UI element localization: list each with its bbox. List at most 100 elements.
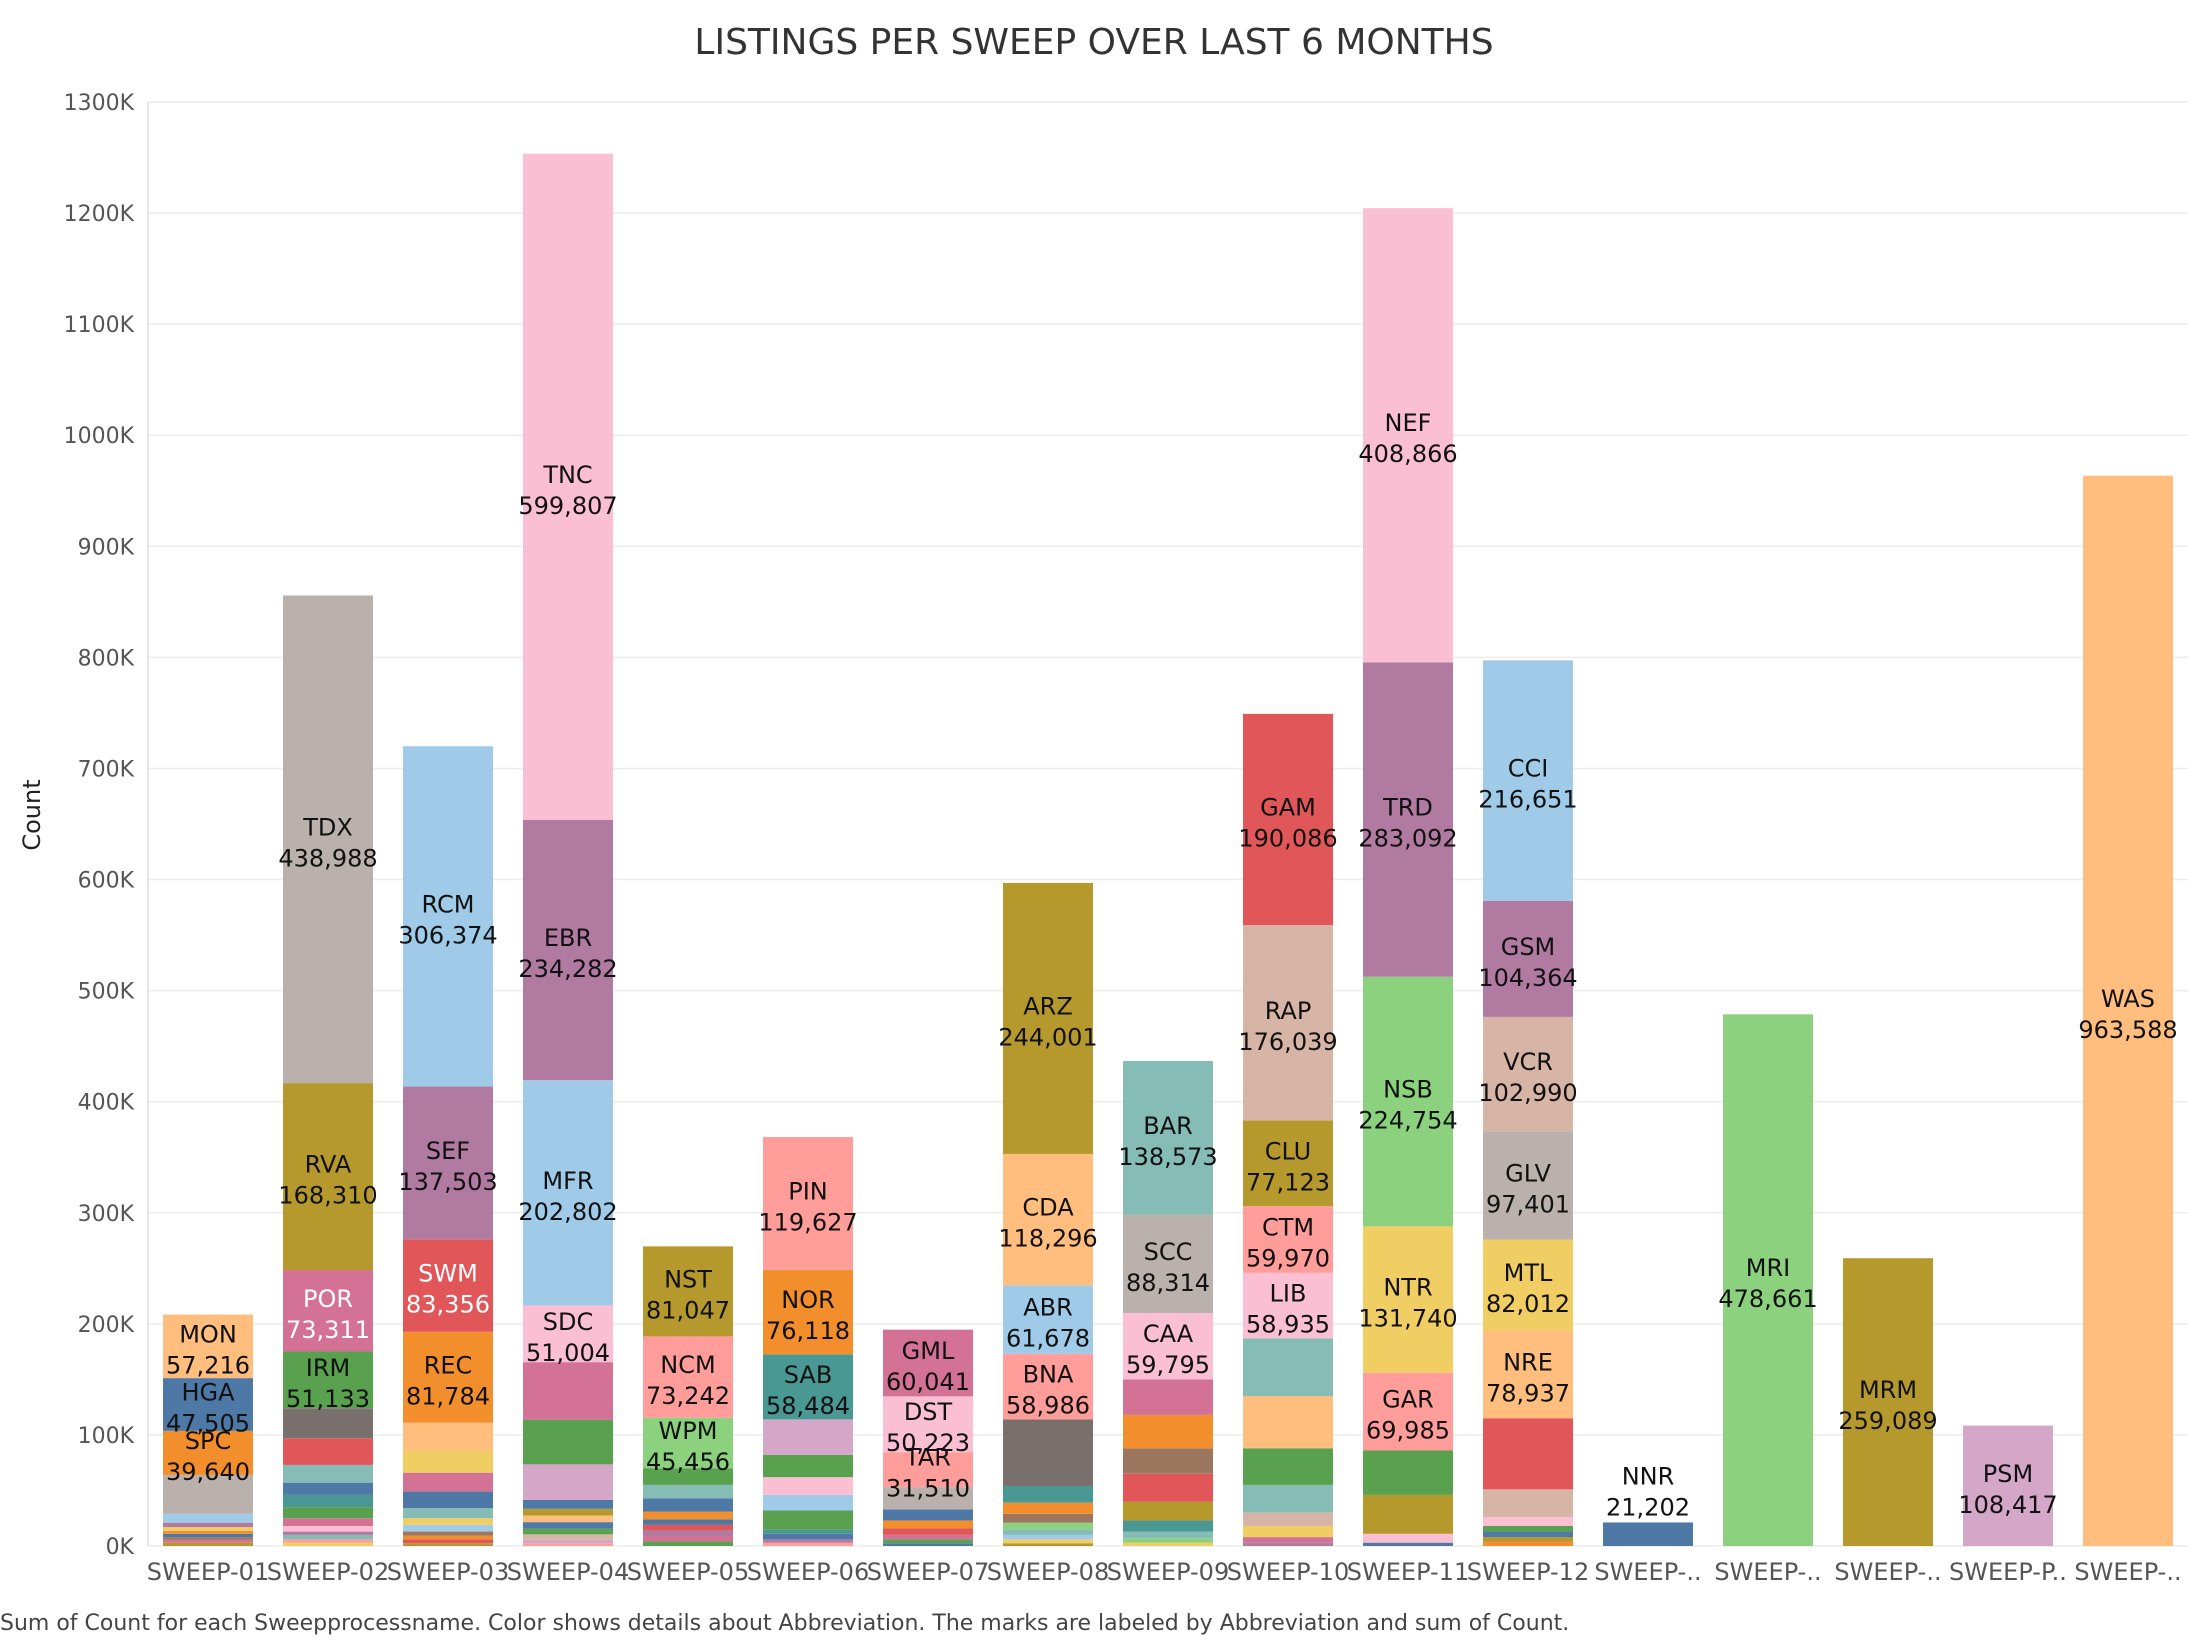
segment-abbr-label: ABR: [1023, 1294, 1073, 1322]
bar-segment: [1003, 1534, 1093, 1540]
segment-abbr-label: NEF: [1385, 409, 1432, 437]
y-tick-label: 1300K: [64, 91, 135, 116]
segment-abbr-label: TDX: [302, 813, 353, 841]
x-tick-label: SWEEP-..: [1594, 1558, 1701, 1586]
bar-segment: [163, 1533, 253, 1538]
bar-segment: [403, 1531, 493, 1536]
segment-value-label: 118,296: [998, 1225, 1097, 1253]
bar-segment: [523, 1508, 613, 1516]
segment-abbr-label: PIN: [788, 1177, 828, 1205]
segment-value-label: 73,311: [286, 1316, 370, 1344]
segment-value-label: 963,588: [2078, 1016, 2177, 1044]
segment-value-label: 82,012: [1486, 1290, 1570, 1318]
bar-segment: [1483, 1418, 1573, 1490]
bar-segment: [763, 1136, 853, 1270]
segment-abbr-label: MRI: [1746, 1254, 1790, 1282]
segment-abbr-label: DST: [904, 1398, 953, 1426]
segment-value-label: 119,627: [758, 1208, 857, 1236]
bar-segment: [1363, 662, 1453, 977]
bar-segment: [643, 1541, 733, 1546]
bar-segment: [883, 1539, 973, 1544]
segment-value-label: 77,123: [1246, 1168, 1330, 1196]
bar-segment: [883, 1396, 973, 1453]
bar-segment: [2083, 475, 2173, 1547]
segment-value-label: 47,505: [166, 1409, 250, 1437]
bar-stack: [2083, 475, 2173, 1547]
bar-segment: [283, 1526, 373, 1532]
y-tick-label: 1100K: [64, 313, 135, 338]
segment-abbr-label: RCM: [422, 890, 475, 918]
bar-segment: [763, 1529, 853, 1534]
bar-segment: [1363, 976, 1453, 1227]
segment-abbr-label: NCM: [660, 1351, 715, 1379]
bar-segment: [163, 1537, 253, 1540]
bar-segment: [763, 1542, 853, 1546]
x-axis-ticks: SWEEP-01SWEEP-02SWEEP-03SWEEP-04SWEEP-05…: [147, 1558, 2182, 1586]
bar-segment: [1123, 1473, 1213, 1502]
x-tick-label: SWEEP-09: [1107, 1558, 1229, 1586]
x-tick-label: SWEEP-..: [2074, 1558, 2181, 1586]
segment-value-label: 108,417: [1958, 1491, 2057, 1519]
bar-segment: [1603, 1522, 1693, 1546]
bar-segment: [1483, 1531, 1573, 1538]
segment-value-label: 438,988: [278, 844, 377, 872]
segment-abbr-label: POR: [303, 1285, 353, 1313]
bar-segment: [1963, 1425, 2053, 1546]
segment-value-label: 58,484: [766, 1392, 850, 1420]
bar-segment: [763, 1419, 853, 1455]
bar-segment: [523, 1464, 613, 1500]
segment-labels: SPC 39,640 HGA 47,505 MON 57,216 IRM 51,133 POR 7…: [166, 409, 2178, 1521]
segment-abbr-label: SPC: [185, 1427, 231, 1455]
bar-segment: [643, 1536, 733, 1542]
bar-segment: [1243, 713, 1333, 926]
bar-segment: [1123, 1414, 1213, 1449]
bar-segment: [283, 1464, 373, 1483]
bar-segment: [403, 1524, 493, 1532]
bar-segment: [1123, 1501, 1213, 1521]
bar-segment: [283, 1539, 373, 1543]
y-tick-label: 600K: [78, 869, 135, 894]
y-tick-label: 300K: [78, 1202, 135, 1227]
bar-segment: [403, 1535, 493, 1540]
y-tick-label: 200K: [78, 1313, 135, 1338]
bar-segment: [883, 1329, 973, 1397]
y-tick-label: 900K: [78, 535, 135, 560]
segment-value-label: 45,456: [646, 1448, 730, 1476]
bar-segment: [1363, 1542, 1453, 1546]
bar-segment: [763, 1539, 853, 1543]
bar-segment: [283, 1351, 373, 1409]
x-tick-label: SWEEP-08: [987, 1558, 1109, 1586]
bar-stack: [1723, 1014, 1813, 1546]
segment-abbr-label: NSB: [1383, 1076, 1433, 1104]
bar-stack: [283, 595, 373, 1546]
segment-value-label: 59,795: [1126, 1351, 1210, 1379]
bar-segment: [883, 1543, 973, 1546]
bar-segment: [1003, 1153, 1093, 1286]
bar-stack: [1483, 660, 1573, 1546]
bar-segment: [1243, 1542, 1333, 1546]
bar-segment: [163, 1522, 253, 1528]
segment-abbr-label: SDC: [543, 1308, 593, 1336]
bar-segment: [1123, 1542, 1213, 1546]
bar-segment: [523, 153, 613, 821]
bar-segment: [403, 1086, 493, 1240]
bar-segment: [1483, 1131, 1573, 1240]
bar-segment: [1483, 1517, 1573, 1527]
segment-abbr-label: CLU: [1265, 1137, 1312, 1165]
segment-abbr-label: GAM: [1260, 793, 1316, 821]
segment-abbr-label: REC: [424, 1351, 473, 1379]
bar-segment: [1123, 1538, 1213, 1543]
bar-segment: [283, 1438, 373, 1465]
segment-abbr-label: TNC: [542, 461, 592, 489]
segment-abbr-label: CDA: [1022, 1194, 1074, 1222]
bar-segment: [1123, 1448, 1213, 1474]
bar-segment: [523, 1362, 613, 1420]
segment-value-label: 76,118: [766, 1317, 850, 1345]
segment-value-label: 244,001: [998, 1023, 1097, 1051]
segment-abbr-label: WPM: [659, 1417, 718, 1445]
bar-segment: [763, 1454, 853, 1478]
bar-stack: [763, 1136, 853, 1546]
segment-abbr-label: IRM: [306, 1354, 350, 1382]
y-tick-label: 700K: [78, 757, 135, 782]
segment-abbr-label: RAP: [1265, 997, 1312, 1025]
